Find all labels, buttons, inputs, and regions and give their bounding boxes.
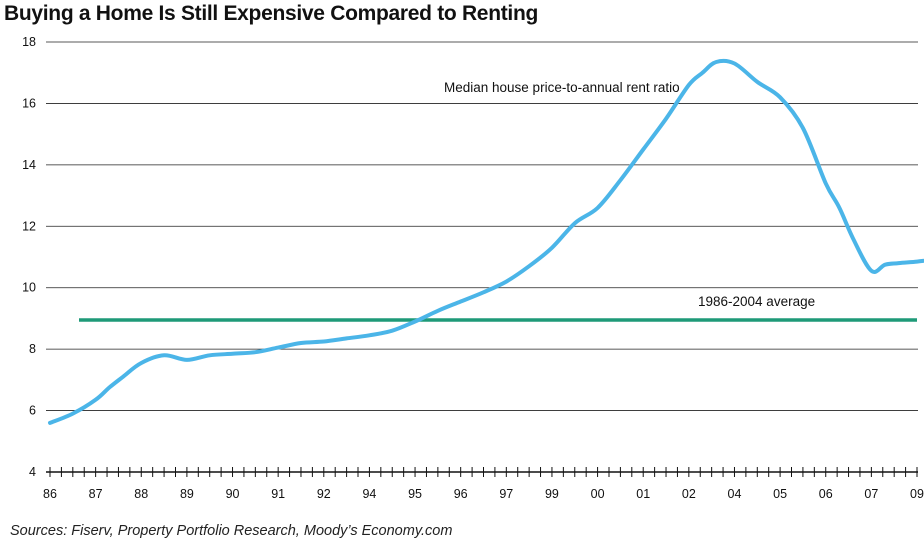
x-tick-label: 88 [134,487,148,501]
series-lines [48,58,924,425]
y-tick-label: 8 [29,342,36,356]
x-tick-label: 06 [819,487,833,501]
x-tick-label: 07 [864,487,878,501]
x-tick-label: 99 [545,487,559,501]
average-annotation: 1986-2004 average [698,294,815,309]
y-tick-label: 10 [22,281,36,295]
x-tick-label: 05 [773,487,787,501]
x-axis-labels: 86 87 88 89 90 91 92 94 95 96 97 99 00 01 02 04 05 06 07 09 [43,487,924,501]
y-axis-labels: 18 16 14 12 10 8 6 4 [22,35,36,479]
x-tick-label: 09 [910,487,924,501]
grid-lines [46,41,918,411]
y-tick-label: 12 [22,219,36,233]
x-tick-label: 89 [180,487,194,501]
x-tick-label: 02 [682,487,696,501]
x-tick-label: 04 [728,487,742,501]
x-tick-label: 92 [317,487,331,501]
y-tick-label: 4 [29,465,36,479]
source-note: Sources: Fiserv, Property Portfolio Rese… [10,523,453,539]
y-tick-label: 16 [22,96,36,110]
series-annotation: Median house price-to-annual rent ratio [444,80,680,95]
x-tick-label: 97 [499,487,513,501]
x-tick-label: 86 [43,487,57,501]
x-tick-label: 96 [454,487,468,501]
x-tick-label: 87 [89,487,103,501]
y-tick-label: 6 [29,404,36,418]
x-axis [46,467,918,477]
x-tick-label: 00 [591,487,605,501]
chart-title: Buying a Home Is Still Expensive Compare… [4,2,538,25]
x-tick-label: 95 [408,487,422,501]
x-tick-label: 01 [636,487,650,501]
x-tick-label: 94 [362,487,376,501]
x-tick-label: 91 [271,487,285,501]
y-tick-label: 18 [22,35,36,49]
y-tick-label: 14 [22,158,36,172]
series-line [48,58,924,425]
x-tick-label: 90 [226,487,240,501]
